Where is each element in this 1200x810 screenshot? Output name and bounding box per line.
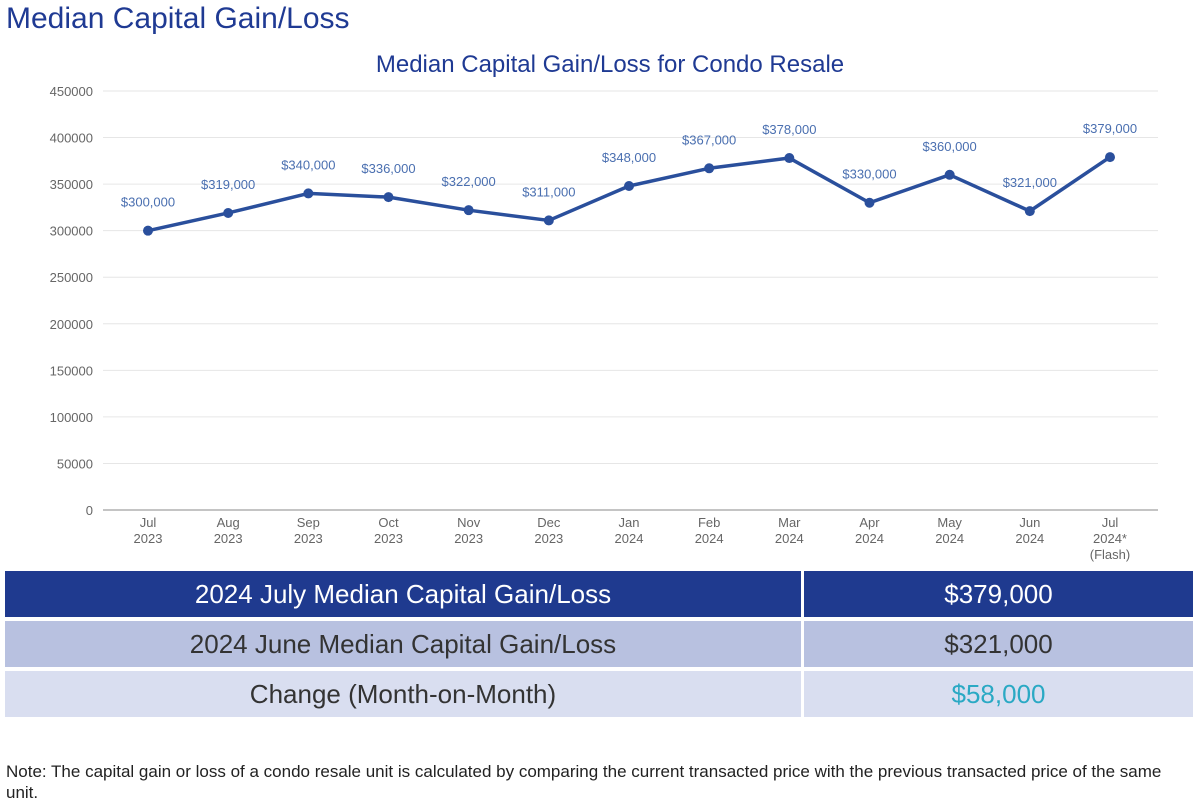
x-tick-label: 2024 (935, 531, 964, 546)
data-point (303, 188, 314, 199)
x-tick-label: 2024 (855, 531, 884, 546)
data-label: $321,000 (1003, 175, 1057, 190)
data-point (704, 163, 715, 174)
change-value: $58,000 (804, 671, 1193, 721)
x-tick-label: 2024 (695, 531, 724, 546)
x-tick-label: 2024 (615, 531, 644, 546)
x-tick-label: Dec (537, 515, 561, 530)
y-tick-label: 400000 (50, 131, 93, 146)
data-label: $378,000 (762, 122, 816, 137)
data-label: $319,000 (201, 177, 255, 192)
x-tick-label: 2023 (534, 531, 563, 546)
summary-table: 2024 July Median Capital Gain/Loss $379,… (5, 571, 1193, 721)
data-point (784, 153, 795, 164)
data-point (1024, 206, 1035, 217)
x-tick-label: 2023 (374, 531, 403, 546)
y-tick-label: 300000 (50, 224, 93, 239)
y-tick-label: 200000 (50, 317, 93, 332)
x-tick-label: Jun (1019, 515, 1040, 530)
x-tick-label: 2023 (454, 531, 483, 546)
x-tick-label: Jul (1102, 515, 1119, 530)
x-tick-label: Mar (778, 515, 801, 530)
x-tick-label: Apr (859, 515, 880, 530)
data-label: $330,000 (842, 167, 896, 182)
y-tick-label: 150000 (50, 363, 93, 378)
data-point (1105, 152, 1115, 163)
data-label: $300,000 (121, 195, 175, 210)
x-tick-label: Jul (140, 515, 157, 530)
current-month-value: $379,000 (804, 571, 1193, 621)
x-tick-label: Oct (378, 515, 399, 530)
data-point (944, 169, 955, 180)
data-point (624, 180, 634, 191)
data-point (864, 197, 875, 208)
data-label: $360,000 (923, 139, 977, 154)
x-tick-label: May (937, 515, 962, 530)
page-title: Median Capital Gain/Loss (6, 2, 350, 35)
x-tick-label: Sep (297, 515, 320, 530)
y-tick-label: 250000 (50, 270, 93, 285)
data-point (223, 207, 234, 218)
x-tick-label: 2024* (1093, 531, 1127, 546)
data-label: $322,000 (442, 174, 496, 189)
data-point (463, 205, 474, 216)
x-tick-label: Nov (457, 515, 481, 530)
y-tick-label: 50000 (57, 456, 93, 471)
y-tick-label: 100000 (50, 410, 93, 425)
line-chart: Median Capital Gain/Loss for Condo Resal… (50, 51, 1158, 562)
y-tick-label: 350000 (50, 177, 93, 192)
data-label: $336,000 (361, 161, 415, 176)
summary-row-current: 2024 July Median Capital Gain/Loss $379,… (5, 571, 1193, 621)
x-tick-label: 2023 (294, 531, 323, 546)
x-tick-label: 2024 (1015, 531, 1044, 546)
x-tick-label: Feb (698, 515, 720, 530)
previous-month-value: $321,000 (804, 621, 1193, 671)
x-tick-label: 2024 (775, 531, 804, 546)
x-tick-label: 2023 (214, 531, 243, 546)
summary-row-change: Change (Month-on-Month) $58,000 (5, 671, 1193, 721)
data-label: $367,000 (682, 132, 736, 147)
y-tick-label: 450000 (50, 84, 93, 99)
y-tick-label: 0 (86, 503, 93, 518)
x-tick-label: Aug (217, 515, 240, 530)
data-label: $348,000 (602, 150, 656, 165)
data-label: $340,000 (281, 157, 335, 172)
chart-title: Median Capital Gain/Loss for Condo Resal… (376, 51, 844, 78)
previous-month-label: 2024 June Median Capital Gain/Loss (5, 621, 804, 671)
footnote: Note: The capital gain or loss of a cond… (6, 762, 1162, 802)
data-label: $379,000 (1083, 121, 1137, 136)
data-point (543, 215, 554, 226)
x-tick-label: (Flash) (1090, 547, 1130, 562)
change-label: Change (Month-on-Month) (5, 671, 804, 721)
x-tick-label: Jan (619, 515, 640, 530)
x-tick-label: 2023 (134, 531, 163, 546)
current-month-label: 2024 July Median Capital Gain/Loss (5, 571, 804, 621)
summary-row-previous: 2024 June Median Capital Gain/Loss $321,… (5, 621, 1193, 671)
data-label: $311,000 (522, 184, 575, 199)
data-point (383, 192, 394, 203)
data-point (143, 225, 153, 236)
